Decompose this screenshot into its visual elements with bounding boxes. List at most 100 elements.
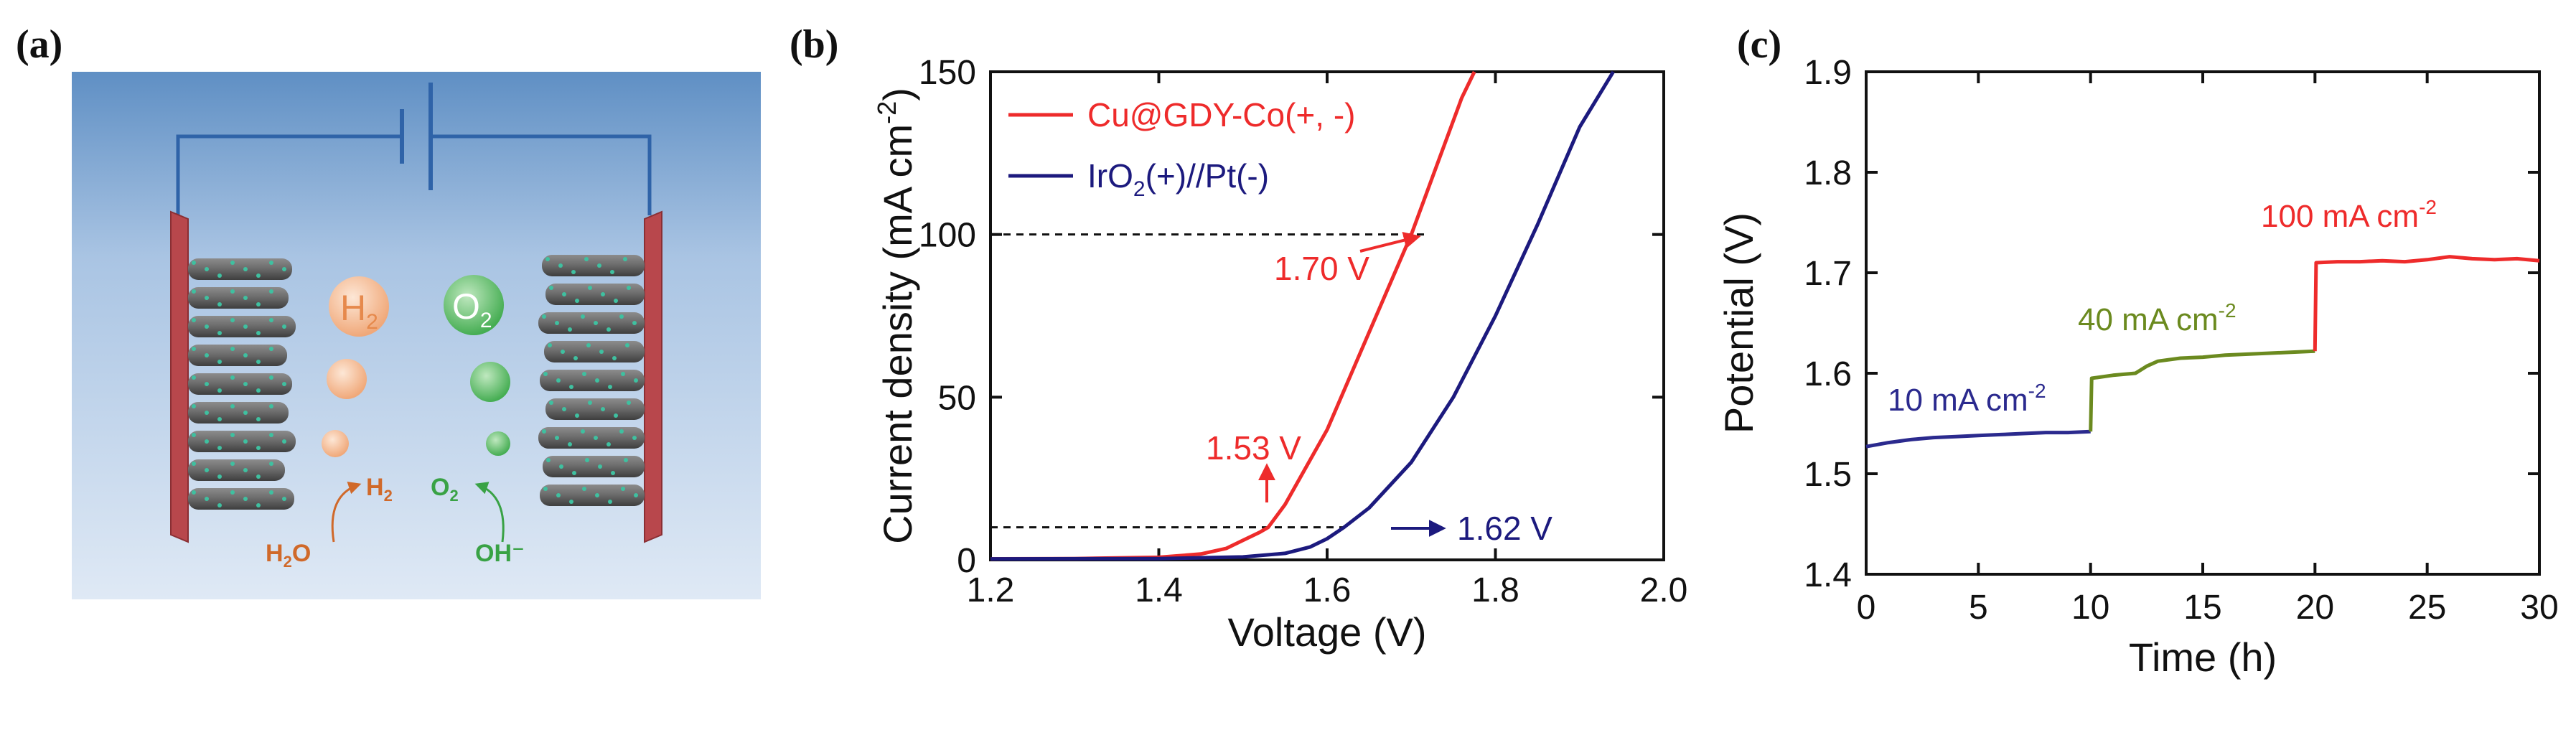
catalyst-dot bbox=[610, 270, 614, 274]
catalyst-dot bbox=[205, 411, 209, 415]
catalyst-dot bbox=[632, 321, 637, 325]
catalyst-dot bbox=[192, 375, 196, 380]
catalyst-dot bbox=[282, 439, 286, 444]
nanowire-rod bbox=[538, 427, 645, 449]
catalyst-dot bbox=[230, 318, 235, 322]
catalyst-dot bbox=[572, 471, 576, 475]
catalyst-dot bbox=[269, 404, 273, 408]
o2-bubble-large bbox=[444, 275, 504, 335]
nanowire-rod bbox=[538, 312, 645, 334]
panel-a-label: (a) bbox=[16, 22, 62, 67]
catalyst-dot bbox=[614, 299, 618, 303]
nanowire-body bbox=[544, 341, 645, 362]
catalyst-dot bbox=[243, 353, 248, 357]
catalyst-dot bbox=[282, 497, 286, 501]
nanowire-rod bbox=[544, 341, 645, 362]
catalyst-dot bbox=[217, 388, 222, 393]
catalyst-dot bbox=[269, 375, 273, 380]
nanowire-body bbox=[542, 255, 645, 276]
nanowire-rod bbox=[545, 398, 645, 420]
label-100ma: 100 mA cm-2 bbox=[2261, 196, 2437, 234]
o2-bubble-medium bbox=[470, 362, 510, 402]
catalyst-dot bbox=[627, 286, 631, 290]
catalyst-dot bbox=[627, 401, 631, 405]
plot-b-series bbox=[990, 70, 1615, 561]
catalyst-dot bbox=[542, 429, 546, 434]
right-electrode-plate bbox=[644, 210, 662, 543]
series-line-cu-gdy-co bbox=[990, 70, 1476, 561]
catalyst-dot bbox=[256, 388, 261, 393]
x-tick-label: 10 bbox=[2071, 589, 2109, 627]
catalyst-dot bbox=[230, 289, 235, 294]
catalyst-dot bbox=[559, 464, 563, 469]
series-line-iro2-pt bbox=[990, 70, 1615, 561]
x-tick-label: 1.2 bbox=[967, 571, 1015, 609]
catalyst-dot bbox=[569, 500, 573, 504]
h2-bubble-large bbox=[329, 276, 389, 337]
plot-c-tick-labels: 0 5 10 15 20 25 30 1.4 1.5 1.6 1.7 1.8 1.9 bbox=[1804, 54, 2558, 627]
catalyst-dot bbox=[568, 327, 572, 332]
o2-reaction-arrow bbox=[474, 482, 505, 543]
catalyst-dot bbox=[256, 446, 261, 450]
catalyst-dot bbox=[256, 273, 261, 278]
catalyst-dot bbox=[205, 439, 209, 444]
y-tick-label: 1.9 bbox=[1804, 54, 1852, 92]
catalyst-dot bbox=[243, 468, 248, 472]
catalyst-dot bbox=[582, 372, 586, 376]
catalyst-dot bbox=[581, 314, 585, 319]
x-tick-label: 1.8 bbox=[1471, 571, 1519, 609]
nanowire-rod bbox=[188, 316, 296, 337]
catalyst-dot bbox=[625, 343, 629, 347]
catalyst-dot bbox=[543, 372, 548, 376]
catalyst-dot bbox=[192, 462, 196, 466]
nanowire-body bbox=[538, 312, 645, 334]
catalyst-dot bbox=[621, 372, 625, 376]
catalyst-dot bbox=[568, 442, 572, 446]
catalyst-dot bbox=[243, 267, 248, 271]
circuit-wire bbox=[176, 134, 652, 215]
x-tick-label: 1.4 bbox=[1135, 571, 1183, 609]
catalyst-dot bbox=[634, 493, 638, 497]
catalyst-dot bbox=[269, 289, 273, 294]
annotation-arrow-1-70v bbox=[1359, 232, 1421, 253]
legend-label-cu-gdy-co: Cu@GDY-Co(+, -) bbox=[1087, 96, 1355, 134]
catalyst-dot bbox=[243, 439, 248, 444]
catalyst-dot bbox=[230, 375, 235, 380]
catalyst-dot bbox=[192, 433, 196, 437]
catalyst-dot bbox=[217, 331, 222, 335]
catalyst-dot bbox=[256, 360, 261, 364]
panel-c-label: (c) bbox=[1737, 22, 1781, 67]
nanowire-body bbox=[545, 398, 645, 420]
nanowire-rod bbox=[188, 345, 287, 366]
catalyst-dot bbox=[269, 462, 273, 466]
y-tick-label: 1.6 bbox=[1804, 355, 1852, 393]
nanowire-rod bbox=[545, 284, 645, 305]
x-tick-label: 5 bbox=[1969, 589, 1988, 627]
catalyst-dot bbox=[205, 497, 209, 501]
catalyst-dot bbox=[230, 261, 235, 265]
nanowire-rod bbox=[188, 459, 285, 481]
catalyst-dot bbox=[601, 292, 605, 296]
catalyst-dot bbox=[256, 474, 261, 479]
catalyst-dot bbox=[555, 436, 559, 440]
catalyst-dot bbox=[571, 270, 576, 274]
annotation-1-53v: 1.53 V bbox=[1206, 429, 1301, 467]
y-tick-label: 1.7 bbox=[1804, 255, 1852, 293]
panel-b-label: (b) bbox=[790, 22, 838, 67]
nanowire-rod bbox=[188, 488, 294, 510]
plot-c-ylabel: Potential (V) bbox=[1716, 212, 1761, 434]
nanowire-body bbox=[543, 456, 645, 477]
nanowire-rod bbox=[188, 287, 289, 309]
catalyst-dot bbox=[256, 417, 261, 421]
catalyst-dot bbox=[269, 433, 273, 437]
label-40ma: 40 mA cm-2 bbox=[2078, 299, 2237, 337]
catalyst-dot bbox=[282, 267, 286, 271]
catalyst-dot bbox=[556, 493, 561, 497]
catalyst-dot bbox=[230, 462, 235, 466]
catalyst-dot bbox=[217, 273, 222, 278]
catalyst-dot bbox=[624, 458, 628, 462]
catalyst-dot bbox=[192, 404, 196, 408]
nanowire-rod bbox=[540, 370, 645, 391]
catalyst-dot bbox=[545, 257, 550, 261]
catalyst-dot bbox=[243, 324, 248, 329]
